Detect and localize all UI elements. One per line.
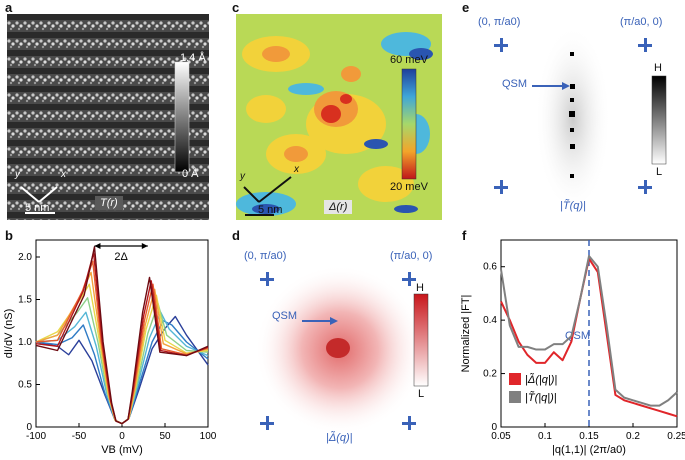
colorbar-top-label-a: 1.4 Å: [180, 52, 206, 64]
plus-marker-br-e: [638, 180, 652, 194]
panel-label-d: d: [232, 228, 240, 243]
qsm-label-d: QSM: [272, 310, 298, 322]
panel-label-b: b: [5, 228, 13, 243]
panel-label-a: a: [5, 0, 13, 15]
x-tick-label: 50: [159, 431, 171, 442]
topograph-panel-a: 1.4 Å 0 Å y x 5 nm T(r): [7, 14, 209, 220]
plus-marker-tl-d: [260, 272, 274, 286]
colorbar-top-label-c: 60 meV: [390, 54, 428, 66]
topograph-image: [7, 14, 209, 220]
y-axis-label: Normalized |FT|: [460, 295, 472, 373]
gap-arrow-left-head: [94, 243, 101, 249]
axis-x-label-c: x: [294, 164, 299, 175]
plus-marker-bl-e: [494, 180, 508, 194]
x-tick-label: 100: [200, 431, 217, 442]
panel-label-f: f: [462, 228, 467, 243]
y-tick-label: 0: [26, 422, 32, 433]
panel-label-e: e: [462, 0, 470, 15]
y-tick-label: 1.0: [18, 337, 32, 348]
qsm-line-label: QSM: [565, 330, 590, 342]
panel-label-c: c: [232, 0, 240, 15]
gap-annotation: 2Δ: [114, 251, 128, 263]
map-label-e: |T̃(q)|: [560, 200, 586, 212]
axis-x-label-a: x: [61, 169, 66, 180]
y-tick-label: 0.5: [18, 380, 32, 391]
colorbar-bottom-label-a: 0 Å: [182, 168, 199, 180]
corner-label-tl-d: (0, π/a0): [244, 250, 287, 262]
gap-arrow-right-head: [141, 243, 148, 249]
legend-label-1: |T̃(|q|)|: [525, 391, 557, 404]
ft-panel-d: (0, π/a0) (π/a0, 0) QSM H L |Δ̃(q)|: [240, 250, 450, 455]
y-tick-label: 0.4: [483, 315, 497, 326]
axis-y-label-c: y: [240, 171, 245, 182]
corner-label-tr-e: (π/a0, 0): [620, 16, 663, 28]
corner-label-tl-e: (0, π/a0): [478, 16, 521, 28]
ft-panel-e: (0, π/a0) (π/a0, 0) QSM H L |T̃(q)|: [470, 14, 680, 222]
gapmap-image: [236, 14, 442, 220]
ft-image-e: [532, 24, 667, 214]
scalebar-label-a: 5 nm: [25, 202, 50, 214]
spectra-chart-b: -100 -50 0 50 100 0 0.5 1.0 1.5 2.0 VB (mV) dI/dV (…: [3, 239, 217, 456]
plus-marker-tr-d: [402, 272, 416, 286]
x-tick-label: 0.25: [667, 431, 685, 442]
x-axis-label: VB (mV): [101, 444, 143, 456]
legend-swatch-0: [509, 373, 521, 385]
x-tick-label: 0.15: [579, 431, 599, 442]
ft-image-d: [255, 265, 429, 435]
y-tick-label: 1.5: [18, 295, 32, 306]
map-label-d: |Δ̃(q)|: [326, 432, 353, 444]
map-label-a: T(r): [95, 196, 123, 210]
colorbar-bottom-label-c: 20 meV: [390, 181, 428, 193]
x-tick-label: -100: [26, 431, 46, 442]
y-tick-label: 2.0: [18, 252, 32, 263]
colorbar-top-label-d: H: [416, 282, 424, 294]
gapmap-panel-c: 60 meV 20 meV y x 5 nm Δ(r): [236, 14, 442, 220]
map-label-c: Δ(r): [324, 200, 353, 214]
colorbar-top-label-e: H: [654, 62, 662, 74]
plus-marker-bl-d: [260, 416, 274, 430]
series-line-3: [35, 297, 209, 425]
colorbar-bottom-label-e: L: [656, 166, 663, 178]
x-tick-label: 0.05: [491, 431, 511, 442]
linecut-chart-f: 0.05 0.1 0.15 0.2 0.25 0 0.2 0.4 0.6 |q(1,1)| (2π…: [460, 239, 685, 456]
x-tick-label: -50: [72, 431, 87, 442]
series-line-7: [35, 252, 209, 425]
series-line-8: [35, 246, 209, 425]
x-tick-label: 0.1: [538, 431, 552, 442]
axis-y-label-a: y: [15, 169, 20, 180]
x-tick-label: 0: [119, 431, 125, 442]
y-tick-label: 0.2: [483, 369, 497, 380]
plus-marker-tl-e: [494, 38, 508, 52]
scalebar-label-c: 5 nm: [258, 204, 283, 216]
colorbar-bottom-label-d: L: [418, 388, 425, 400]
legend-swatch-1: [509, 391, 521, 403]
y-tick-label: 0: [491, 422, 497, 433]
plus-marker-tr-e: [638, 38, 652, 52]
qsm-label-e: QSM: [502, 78, 528, 90]
y-tick-label: 0.6: [483, 262, 497, 273]
x-tick-label: 0.2: [626, 431, 640, 442]
corner-label-tr-d: (π/a0, 0): [390, 250, 433, 262]
x-axis-label: |q(1,1)| (2π/a0): [552, 444, 626, 456]
legend-label-0: |Δ̃(|q|)|: [525, 373, 557, 386]
series-line-1: [500, 255, 678, 407]
plot-frame: [35, 239, 209, 428]
y-axis-label: dI/dV (nS): [3, 309, 15, 359]
plus-marker-br-d: [402, 416, 416, 430]
